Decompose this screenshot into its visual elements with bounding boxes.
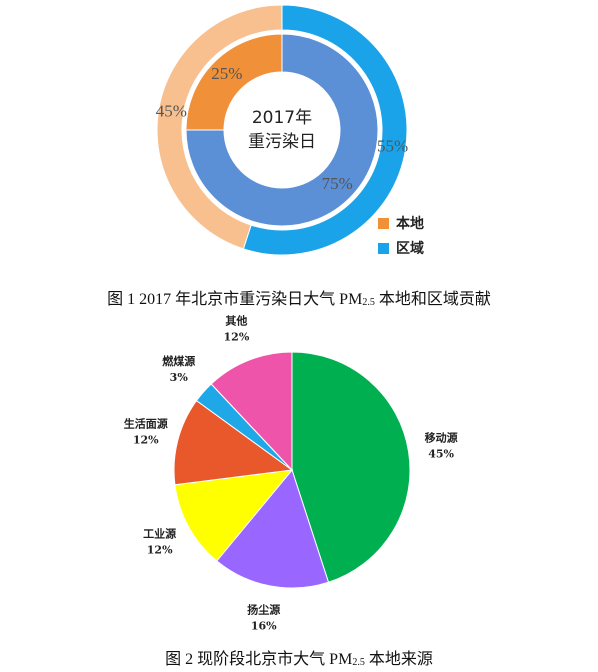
category-label: 燃煤源 <box>161 354 195 368</box>
legend-swatch <box>378 243 389 254</box>
pie-slice <box>291 351 411 583</box>
pie-slice <box>173 399 294 486</box>
caption-part: 2.5 <box>362 297 375 308</box>
value-label: 3% <box>170 371 189 384</box>
value-label: 25% <box>211 64 242 83</box>
legend-label: 区域 <box>396 240 424 257</box>
pie-slice <box>174 469 294 562</box>
category-label: 其他 <box>225 314 247 328</box>
legend-label: 本地 <box>396 215 424 232</box>
value-label: 45% <box>428 447 454 460</box>
caption-part: 2.5 <box>352 657 365 668</box>
value-label: 12% <box>224 331 250 344</box>
pie-slice <box>216 468 330 589</box>
caption-part: 图 2 现阶段北京市大气 PM <box>165 650 352 668</box>
value-label: 45% <box>156 101 187 120</box>
caption-part: 本地和区域贡献 <box>375 290 491 308</box>
ring-segment <box>185 33 379 227</box>
category-label: 生活面源 <box>124 416 168 430</box>
caption: 图 2 现阶段北京市大气 PM2.5 本地来源 <box>165 650 433 669</box>
center-text: 重污染日 <box>248 132 316 152</box>
caption-part: 本地来源 <box>365 650 433 668</box>
value-label: 75% <box>322 174 353 193</box>
value-label: 12% <box>147 544 173 557</box>
category-label: 工业源 <box>143 527 176 541</box>
pie-slice <box>210 351 293 472</box>
ring-segment <box>156 4 283 250</box>
category-label: 移动源 <box>425 430 458 444</box>
category-label: 扬尘源 <box>247 602 280 616</box>
value-label: 55% <box>377 136 408 155</box>
caption: 图 1 2017 年北京市重污染日大气 PM2.5 本地和区域贡献 <box>107 290 491 309</box>
caption-part: 图 1 2017 年北京市重污染日大气 PM <box>107 290 362 308</box>
value-label: 16% <box>251 619 277 632</box>
ring-segment <box>185 33 283 131</box>
value-label: 12% <box>133 433 159 446</box>
ring-segment <box>242 4 408 256</box>
legend-swatch <box>378 218 389 229</box>
center-text: 2017年 <box>252 108 312 128</box>
